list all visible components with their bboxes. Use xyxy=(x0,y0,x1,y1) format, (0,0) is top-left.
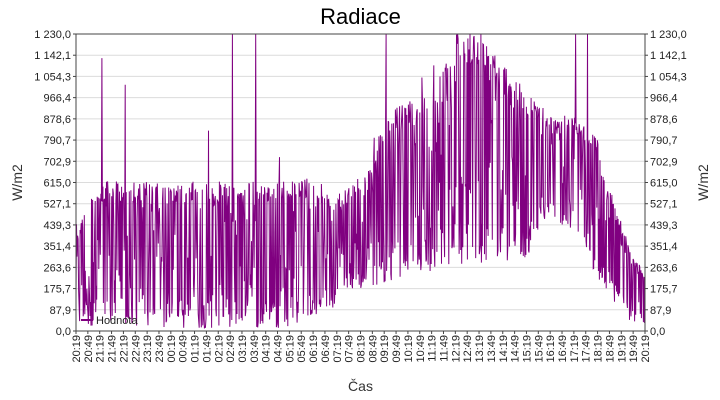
legend-label: Hodnota xyxy=(96,315,138,327)
x-tick-label: 02:19 xyxy=(213,335,225,363)
plot-frame xyxy=(75,33,646,332)
y-axis-label-left: W/m2 xyxy=(9,164,25,201)
x-tick-label: 15:19 xyxy=(521,335,533,363)
x-tick-label: 12:19 xyxy=(450,335,462,363)
y-tick-label-left: 966,4 xyxy=(43,93,71,105)
y-tick-label-right: 527,1 xyxy=(650,199,678,211)
x-tick-label: 04:19 xyxy=(261,335,273,363)
y-tick-label-left: 87,9 xyxy=(50,305,71,317)
y-tick-label-right: 1 230,0 xyxy=(650,29,687,41)
y-tick-label-right: 702,9 xyxy=(650,156,678,168)
x-tick-label: 08:19 xyxy=(356,335,368,363)
y-tick-label-right: 87,9 xyxy=(650,305,671,317)
y-tick-label-left: 790,7 xyxy=(43,135,71,147)
y-tick-label-left: 263,6 xyxy=(43,262,71,274)
x-tick-label: 04:49 xyxy=(273,335,285,363)
y-tick-label-right: 966,4 xyxy=(650,93,678,105)
x-tick-label: 07:19 xyxy=(332,335,344,363)
x-tick-label: 11:49 xyxy=(438,335,450,362)
x-tick-label: 21:19 xyxy=(95,335,107,363)
x-tick-label: 20:19 xyxy=(71,335,83,363)
x-tick-label: 23:19 xyxy=(142,335,154,363)
x-tick-label: 22:19 xyxy=(118,335,130,363)
y-tick-label-right: 351,4 xyxy=(650,241,678,253)
y-tick-label-left: 878,6 xyxy=(43,114,71,126)
x-tick-label: 14:19 xyxy=(498,335,510,363)
x-axis-label: Čas xyxy=(348,378,373,394)
x-tick-label: 20:49 xyxy=(83,335,95,363)
x-tick-label: 13:19 xyxy=(474,335,486,363)
y-tick-label-left: 615,0 xyxy=(43,178,71,190)
y-tick-label-left: 175,7 xyxy=(43,284,71,296)
x-tick-label: 02:49 xyxy=(225,335,237,363)
x-tick-label: 20:19 xyxy=(640,335,652,363)
x-tick-label: 15:49 xyxy=(533,335,545,363)
x-tick-label: 03:19 xyxy=(237,335,249,363)
x-tick-label: 17:19 xyxy=(569,335,581,363)
chart-title: Radiace xyxy=(320,4,401,29)
x-tick-label: 13:49 xyxy=(486,335,498,363)
y-tick-label-left: 702,9 xyxy=(43,156,71,168)
y-tick-label-left: 1 230,0 xyxy=(34,29,71,41)
y-tick-label-right: 263,6 xyxy=(650,262,678,274)
x-tick-label: 19:49 xyxy=(628,335,640,363)
y-tick-label-right: 175,7 xyxy=(650,284,678,296)
y-tick-label-right: 0,0 xyxy=(650,326,665,338)
x-tick-label: 00:19 xyxy=(166,335,178,363)
y-tick-label-left: 1 142,1 xyxy=(34,50,71,62)
x-tick-label: 22:49 xyxy=(130,335,142,363)
y-axis-label-right: W/m2 xyxy=(695,164,711,201)
x-tick-label: 09:49 xyxy=(391,335,403,363)
x-tick-label: 09:19 xyxy=(379,335,391,363)
x-tick-label: 14:49 xyxy=(510,335,522,363)
x-tick-label: 18:19 xyxy=(593,335,605,363)
series-line-hodnota xyxy=(75,33,646,329)
x-tick-label: 01:49 xyxy=(201,335,213,363)
x-tick-label: 05:19 xyxy=(284,335,296,363)
x-tick-label: 16:19 xyxy=(545,335,557,363)
x-tick-label: 10:49 xyxy=(415,335,427,363)
y-tick-label-right: 615,0 xyxy=(650,178,678,190)
x-tick-label: 18:49 xyxy=(604,335,616,363)
y-tick-label-right: 1 142,1 xyxy=(650,50,687,62)
y-tick-label-left: 351,4 xyxy=(43,241,71,253)
y-tick-label-left: 0,0 xyxy=(56,326,71,338)
y-tick-label-left: 527,1 xyxy=(43,199,71,211)
x-tick-label: 11:19 xyxy=(427,335,439,362)
x-tick-label: 08:49 xyxy=(367,335,379,363)
x-tick-label: 07:49 xyxy=(344,335,356,363)
y-tick-label-right: 439,3 xyxy=(650,220,678,232)
y-tick-label-right: 790,7 xyxy=(650,135,678,147)
x-tick-label: 06:19 xyxy=(308,335,320,363)
x-tick-label: 00:49 xyxy=(178,335,190,363)
x-tick-label: 17:49 xyxy=(581,335,593,363)
y-tick-label-right: 1 054,3 xyxy=(650,71,687,83)
y-tick-label-left: 1 054,3 xyxy=(34,71,71,83)
x-tick-label: 23:49 xyxy=(154,335,166,363)
x-tick-label: 21:49 xyxy=(107,335,119,363)
x-tick-label: 10:19 xyxy=(403,335,415,363)
x-tick-label: 05:49 xyxy=(296,335,308,363)
x-tick-label: 06:49 xyxy=(320,335,332,363)
x-tick-label: 16:49 xyxy=(557,335,569,363)
x-tick-label: 01:19 xyxy=(190,335,202,363)
x-tick-label: 03:49 xyxy=(249,335,261,363)
x-tick-label: 12:49 xyxy=(462,335,474,363)
y-tick-label-right: 878,6 xyxy=(650,114,678,126)
x-tick-label: 19:19 xyxy=(616,335,628,363)
y-tick-label-left: 439,3 xyxy=(43,220,71,232)
